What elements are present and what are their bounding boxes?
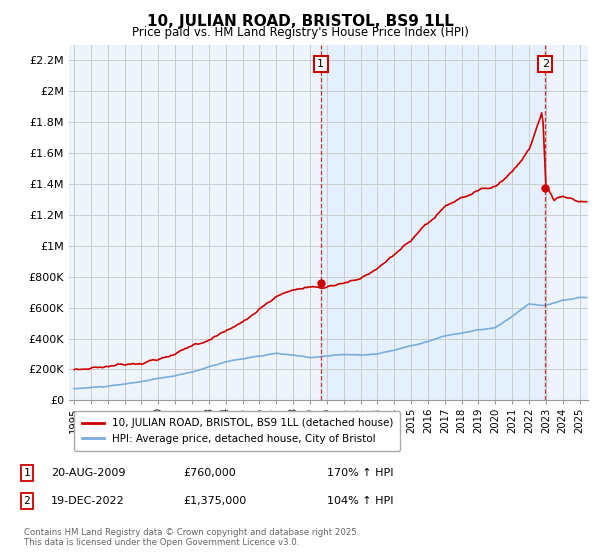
Text: 2: 2 xyxy=(23,496,31,506)
Legend: 10, JULIAN ROAD, BRISTOL, BS9 1LL (detached house), HPI: Average price, detached: 10, JULIAN ROAD, BRISTOL, BS9 1LL (detac… xyxy=(74,411,400,451)
Text: 20-AUG-2009: 20-AUG-2009 xyxy=(51,468,125,478)
Bar xyxy=(321,45,545,400)
Text: Price paid vs. HM Land Registry's House Price Index (HPI): Price paid vs. HM Land Registry's House … xyxy=(131,26,469,39)
Text: 19-DEC-2022: 19-DEC-2022 xyxy=(51,496,125,506)
Text: 10, JULIAN ROAD, BRISTOL, BS9 1LL: 10, JULIAN ROAD, BRISTOL, BS9 1LL xyxy=(146,14,454,29)
Text: 1: 1 xyxy=(317,59,324,69)
Text: 104% ↑ HPI: 104% ↑ HPI xyxy=(327,496,394,506)
Text: £760,000: £760,000 xyxy=(183,468,236,478)
Text: Contains HM Land Registry data © Crown copyright and database right 2025.
This d: Contains HM Land Registry data © Crown c… xyxy=(24,528,359,547)
Text: £1,375,000: £1,375,000 xyxy=(183,496,246,506)
Text: 1: 1 xyxy=(23,468,31,478)
Text: 170% ↑ HPI: 170% ↑ HPI xyxy=(327,468,394,478)
Text: 2: 2 xyxy=(542,59,549,69)
